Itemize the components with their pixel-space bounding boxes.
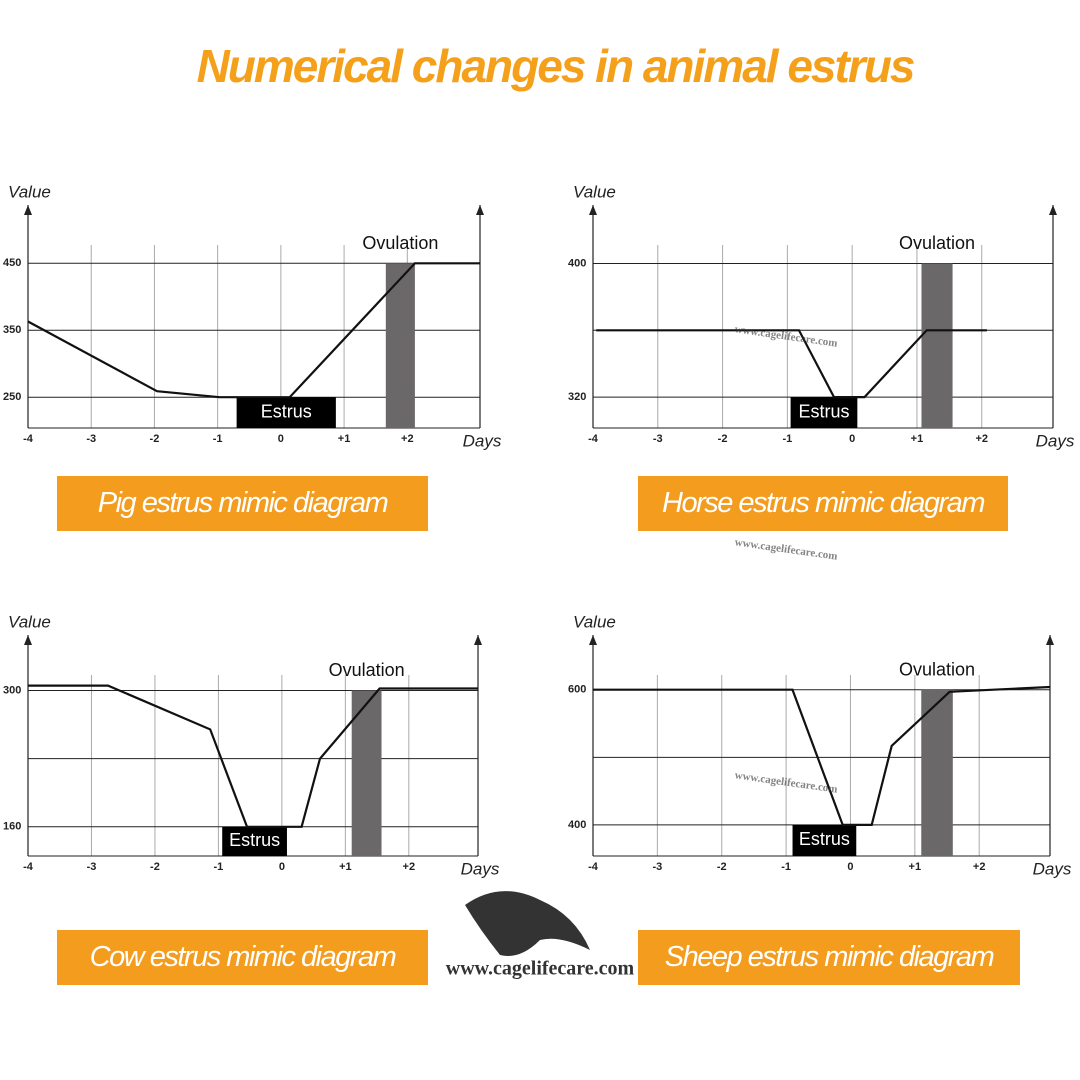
x-tick-label: -3 xyxy=(87,861,97,873)
watermark: www.cagelifecare.com xyxy=(446,958,635,980)
x-tick-label: +2 xyxy=(975,433,988,445)
estrus-box xyxy=(222,826,287,856)
x-tick-label: +2 xyxy=(403,861,416,873)
watermark-logo xyxy=(465,891,590,956)
axis-arrow xyxy=(474,635,482,645)
page-title: Numerical changes in animal estrus xyxy=(197,40,915,92)
data-line xyxy=(593,685,1051,826)
y-tick-label: 350 xyxy=(3,324,21,336)
watermark: www.cagelifecare.com xyxy=(734,323,838,349)
estrus-label: Estrus xyxy=(799,829,850,849)
chart: -4 -3 -2 -1 0 +1 +2 400 600 Value Days Estrus Ovulat… xyxy=(568,612,1072,985)
estrus-label: Estrus xyxy=(261,401,312,421)
y-axis-label: Value xyxy=(573,182,616,201)
estrus-label: Estrus xyxy=(229,830,280,850)
x-axis-label: Days xyxy=(461,859,500,878)
x-tick-label: -3 xyxy=(653,433,663,445)
x-tick-label: -2 xyxy=(717,861,727,873)
chart: -4 -3 -2 -1 0 +1 +2 160 300 Value Days Estrus Ovulat… xyxy=(3,612,500,985)
x-tick-label: +2 xyxy=(973,861,986,873)
caption-box xyxy=(57,476,428,531)
y-axis-label: Value xyxy=(8,612,51,631)
estrus-label: Estrus xyxy=(798,401,849,421)
y-tick-label: 250 xyxy=(3,391,21,403)
x-tick-label: +2 xyxy=(401,433,414,445)
x-tick-label: +1 xyxy=(911,433,924,445)
x-axis-label: Days xyxy=(1036,431,1075,450)
x-tick-label: +1 xyxy=(909,861,922,873)
y-tick-label: 400 xyxy=(568,819,586,831)
x-tick-label: -1 xyxy=(213,433,223,445)
caption: Horse estrus mimic diagram xyxy=(662,487,984,519)
x-tick-label: -2 xyxy=(718,433,728,445)
chart: -4 -3 -2 -1 0 +1 +2 250 350 450 Value Days Estrus Ovu… xyxy=(3,182,502,531)
y-axis-label: Value xyxy=(573,612,616,631)
data-line xyxy=(27,262,480,399)
x-tick-label: -4 xyxy=(23,861,34,873)
y-tick-label: 400 xyxy=(568,257,586,269)
caption: Pig estrus mimic diagram xyxy=(98,487,388,519)
caption: Cow estrus mimic diagram xyxy=(90,941,396,973)
axis-arrow xyxy=(24,205,32,215)
x-tick-label: -3 xyxy=(652,861,662,873)
x-tick-label: +1 xyxy=(339,861,352,873)
charts: -4 -3 -2 -1 0 +1 +2 250 350 450 Value Days Estrus Ovu… xyxy=(3,182,1075,985)
y-tick-label: 300 xyxy=(3,684,21,696)
y-tick-label: 160 xyxy=(3,821,21,833)
ovulation-label: Ovulation xyxy=(329,660,405,680)
axis-arrow xyxy=(589,635,597,645)
data-line xyxy=(596,329,987,399)
x-tick-label: +1 xyxy=(338,433,351,445)
caption: Sheep estrus mimic diagram xyxy=(665,941,994,973)
axis-arrow xyxy=(476,205,484,215)
caption-box xyxy=(638,930,1020,985)
x-tick-label: 0 xyxy=(278,433,284,445)
data-line xyxy=(28,684,478,828)
ovulation-band xyxy=(921,263,953,428)
y-tick-label: 450 xyxy=(3,257,21,269)
ovulation-band xyxy=(351,690,382,856)
estrus-box xyxy=(792,824,857,856)
ovulation-band xyxy=(385,263,415,428)
y-tick-label: 320 xyxy=(568,391,586,403)
axis-arrow xyxy=(1046,635,1054,645)
axis-arrow xyxy=(589,205,597,215)
x-tick-label: 0 xyxy=(849,433,855,445)
ovulation-label: Ovulation xyxy=(899,233,975,253)
x-axis-label: Days xyxy=(1033,859,1072,878)
y-tick-label: 600 xyxy=(568,684,586,696)
x-axis-label: Days xyxy=(463,431,502,450)
ovulation-label: Ovulation xyxy=(899,659,975,679)
ovulation-band xyxy=(921,689,953,856)
y-axis-label: Value xyxy=(8,182,51,201)
x-tick-label: -1 xyxy=(782,433,792,445)
x-tick-label: 0 xyxy=(279,861,285,873)
watermark: www.cagelifecare.com xyxy=(734,536,838,562)
ovulation-label: Ovulation xyxy=(362,233,438,253)
x-tick-label: 0 xyxy=(847,861,853,873)
x-tick-label: -4 xyxy=(588,433,599,445)
chart: -4 -3 -2 -1 0 +1 +2 320 400 Value Days Estrus Ovulat… xyxy=(568,182,1075,531)
x-tick-label: -4 xyxy=(588,861,599,873)
x-tick-label: -1 xyxy=(214,861,224,873)
x-tick-label: -1 xyxy=(781,861,791,873)
caption-box xyxy=(57,930,428,985)
x-tick-label: -3 xyxy=(86,433,96,445)
x-tick-label: -2 xyxy=(150,861,160,873)
estrus-box xyxy=(790,397,858,428)
caption-box xyxy=(638,476,1008,531)
x-tick-label: -4 xyxy=(23,433,34,445)
axis-arrow xyxy=(1049,205,1057,215)
x-tick-label: -2 xyxy=(150,433,160,445)
axis-arrow xyxy=(24,635,32,645)
estrus-box xyxy=(236,397,336,428)
